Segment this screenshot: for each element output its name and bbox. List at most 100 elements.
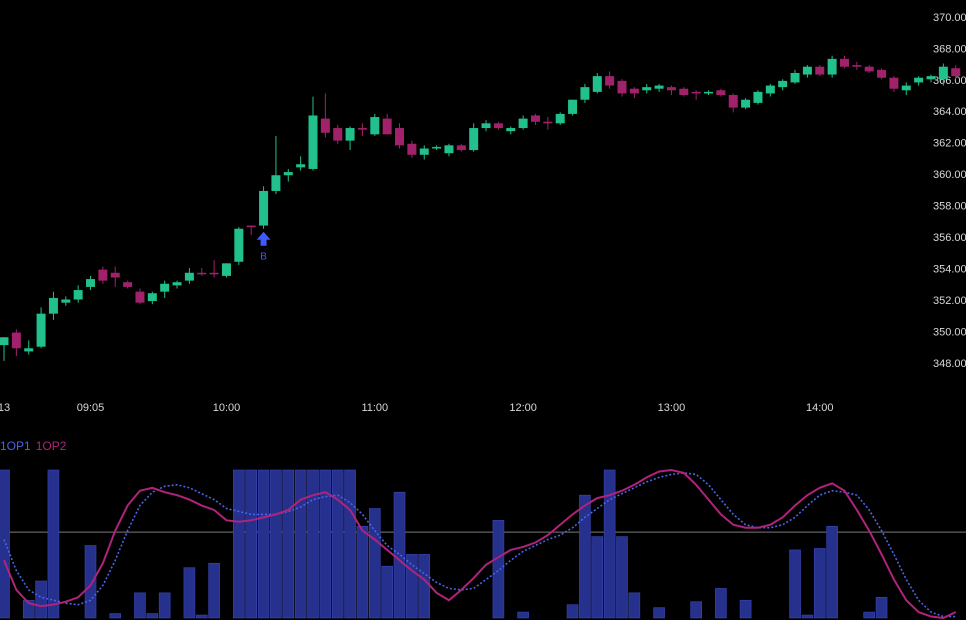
y-tick-label: 370.00 bbox=[933, 12, 966, 24]
candle-body bbox=[469, 128, 479, 151]
histogram-bar bbox=[579, 494, 591, 619]
candle-body bbox=[333, 128, 343, 141]
candle-body bbox=[36, 313, 46, 347]
candle-body bbox=[160, 283, 170, 292]
candle-body bbox=[642, 87, 652, 91]
histogram-bar bbox=[282, 469, 295, 619]
histogram-bar bbox=[319, 469, 332, 619]
histogram-bar bbox=[368, 508, 381, 619]
y-tick-label: 352.00 bbox=[933, 295, 966, 307]
histogram-bar bbox=[875, 596, 888, 619]
candle-body bbox=[728, 95, 738, 108]
histogram-bar bbox=[603, 469, 616, 619]
candle-body bbox=[271, 175, 281, 191]
candle-body bbox=[61, 299, 71, 303]
candle-body bbox=[530, 115, 540, 122]
x-tick-label: 12:00 bbox=[509, 402, 537, 414]
histogram-bar bbox=[863, 611, 876, 619]
candle-body bbox=[914, 77, 924, 83]
candle-body bbox=[48, 297, 58, 314]
histogram-bar bbox=[146, 613, 159, 619]
histogram-bar bbox=[35, 580, 47, 619]
candle-body bbox=[24, 348, 34, 352]
histogram-bar bbox=[566, 604, 579, 619]
candle-body bbox=[259, 190, 269, 226]
candle-body bbox=[370, 117, 380, 135]
candle-body bbox=[395, 128, 405, 146]
candle-body bbox=[790, 72, 800, 83]
histogram-bar bbox=[418, 554, 431, 619]
x-tick-label: 14:00 bbox=[806, 402, 834, 414]
oscillator-line bbox=[3, 472, 956, 618]
candle-body bbox=[345, 128, 355, 141]
candle-body bbox=[172, 282, 182, 286]
histogram-bar bbox=[22, 599, 35, 619]
histogram-bar bbox=[158, 592, 171, 619]
candle-body bbox=[679, 88, 689, 96]
histogram-bar bbox=[492, 520, 505, 619]
histogram-bar bbox=[84, 545, 97, 619]
histogram-bar bbox=[653, 607, 665, 619]
candle-body bbox=[0, 337, 9, 346]
histogram-bar bbox=[195, 614, 208, 619]
y-tick-label: 360.00 bbox=[933, 169, 966, 181]
candle-body bbox=[123, 282, 133, 287]
candle-body bbox=[555, 113, 565, 124]
candle-body bbox=[951, 68, 961, 77]
histogram-bar bbox=[109, 613, 122, 619]
candle-body bbox=[234, 228, 244, 262]
legend-label: 1OP1 bbox=[0, 439, 31, 453]
histogram-bar bbox=[715, 588, 727, 619]
candle-body bbox=[382, 118, 392, 135]
candle-body bbox=[568, 99, 578, 114]
histogram-bar bbox=[0, 469, 10, 619]
y-tick-label: 364.00 bbox=[933, 106, 966, 118]
histogram-bar bbox=[356, 525, 369, 619]
y-tick-label: 366.00 bbox=[933, 75, 966, 87]
candle-body bbox=[901, 85, 911, 91]
candle-body bbox=[543, 121, 553, 124]
candle-body bbox=[320, 118, 330, 133]
histogram-bar bbox=[294, 469, 307, 619]
candle-body bbox=[827, 58, 837, 75]
candle-body bbox=[716, 90, 726, 96]
histogram-bar bbox=[616, 536, 628, 619]
candle-body bbox=[221, 263, 231, 276]
candle-body bbox=[506, 128, 516, 132]
x-tick-label: 10:00 bbox=[213, 402, 241, 414]
candle-body bbox=[283, 172, 293, 176]
histogram-bar bbox=[307, 469, 319, 619]
candle-body bbox=[802, 66, 812, 75]
candle-body bbox=[691, 91, 701, 94]
histogram-bar bbox=[257, 469, 270, 619]
y-tick-label: 354.00 bbox=[933, 264, 966, 276]
histogram-bar bbox=[270, 469, 282, 619]
candle-body bbox=[778, 80, 788, 88]
candle-body bbox=[852, 65, 862, 67]
candle-body bbox=[864, 66, 874, 72]
x-tick-label: 11:00 bbox=[361, 402, 388, 414]
candle-body bbox=[110, 272, 120, 278]
signal-arrow bbox=[256, 231, 271, 246]
legend-label: 1OP2 bbox=[36, 439, 67, 453]
histogram-bar bbox=[789, 549, 801, 619]
candle-body bbox=[493, 123, 503, 129]
candle-body bbox=[86, 279, 96, 287]
candle-body bbox=[666, 87, 676, 91]
candle-body bbox=[926, 76, 936, 80]
candle-body bbox=[617, 80, 627, 94]
candle-body bbox=[147, 293, 157, 302]
x-tick-label: 13 bbox=[0, 402, 10, 414]
candle-body bbox=[432, 146, 442, 149]
candle-body bbox=[456, 145, 466, 151]
candle-body bbox=[518, 118, 528, 129]
histogram-bar bbox=[134, 592, 146, 619]
candle-body bbox=[296, 164, 306, 168]
candle-body bbox=[889, 77, 899, 89]
histogram-bar bbox=[331, 469, 344, 619]
histogram-bar bbox=[813, 548, 826, 619]
y-tick-label: 350.00 bbox=[933, 326, 966, 338]
y-tick-label: 356.00 bbox=[933, 232, 966, 244]
